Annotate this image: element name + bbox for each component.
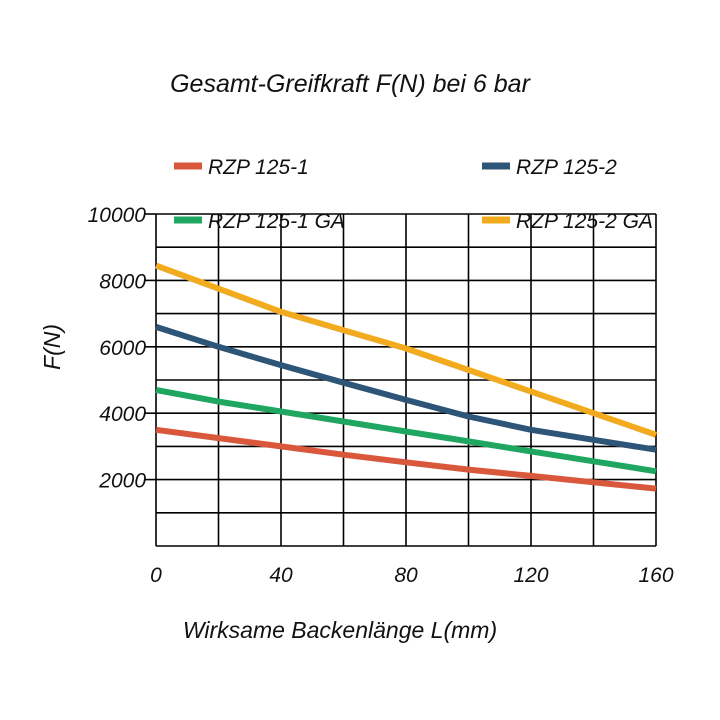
legend-label: RZP 125-1 <box>208 156 309 179</box>
legend-label: RZP 125-2 GA <box>516 210 653 233</box>
axis-ticks: 0 40 80 120 160 2000 4000 6000 8000 10000 <box>88 204 674 587</box>
legend: RZP 125-1 RZP 125-2 RZP 125-1 GA RZP 125-2 … <box>174 156 653 233</box>
y-axis-label: F(N) <box>39 324 65 370</box>
x-tick-label: 80 <box>394 564 418 587</box>
legend-label: RZP 125-2 <box>516 156 617 179</box>
x-axis-label: Wirksame Backenlänge L(mm) <box>183 617 497 643</box>
chart-title: Gesamt-Greifkraft F(N) bei 6 bar <box>170 70 531 98</box>
y-tick-label: 8000 <box>99 270 146 293</box>
legend-label: RZP 125-1 GA <box>208 210 345 233</box>
series-line <box>154 262 657 438</box>
y-tick-label: 10000 <box>88 204 147 227</box>
x-tick-label: 40 <box>269 564 293 587</box>
series-line <box>155 387 657 475</box>
y-tick-label: 2000 <box>98 470 146 493</box>
x-tick-label: 160 <box>638 564 673 587</box>
x-tick-label: 0 <box>150 564 162 587</box>
series-line <box>155 426 657 492</box>
x-tick-label: 120 <box>513 564 548 587</box>
series-line <box>155 324 657 453</box>
series-lines <box>154 262 657 492</box>
plot-grid <box>144 213 657 547</box>
y-tick-label: 4000 <box>99 403 146 426</box>
y-tick-label: 6000 <box>99 337 146 360</box>
